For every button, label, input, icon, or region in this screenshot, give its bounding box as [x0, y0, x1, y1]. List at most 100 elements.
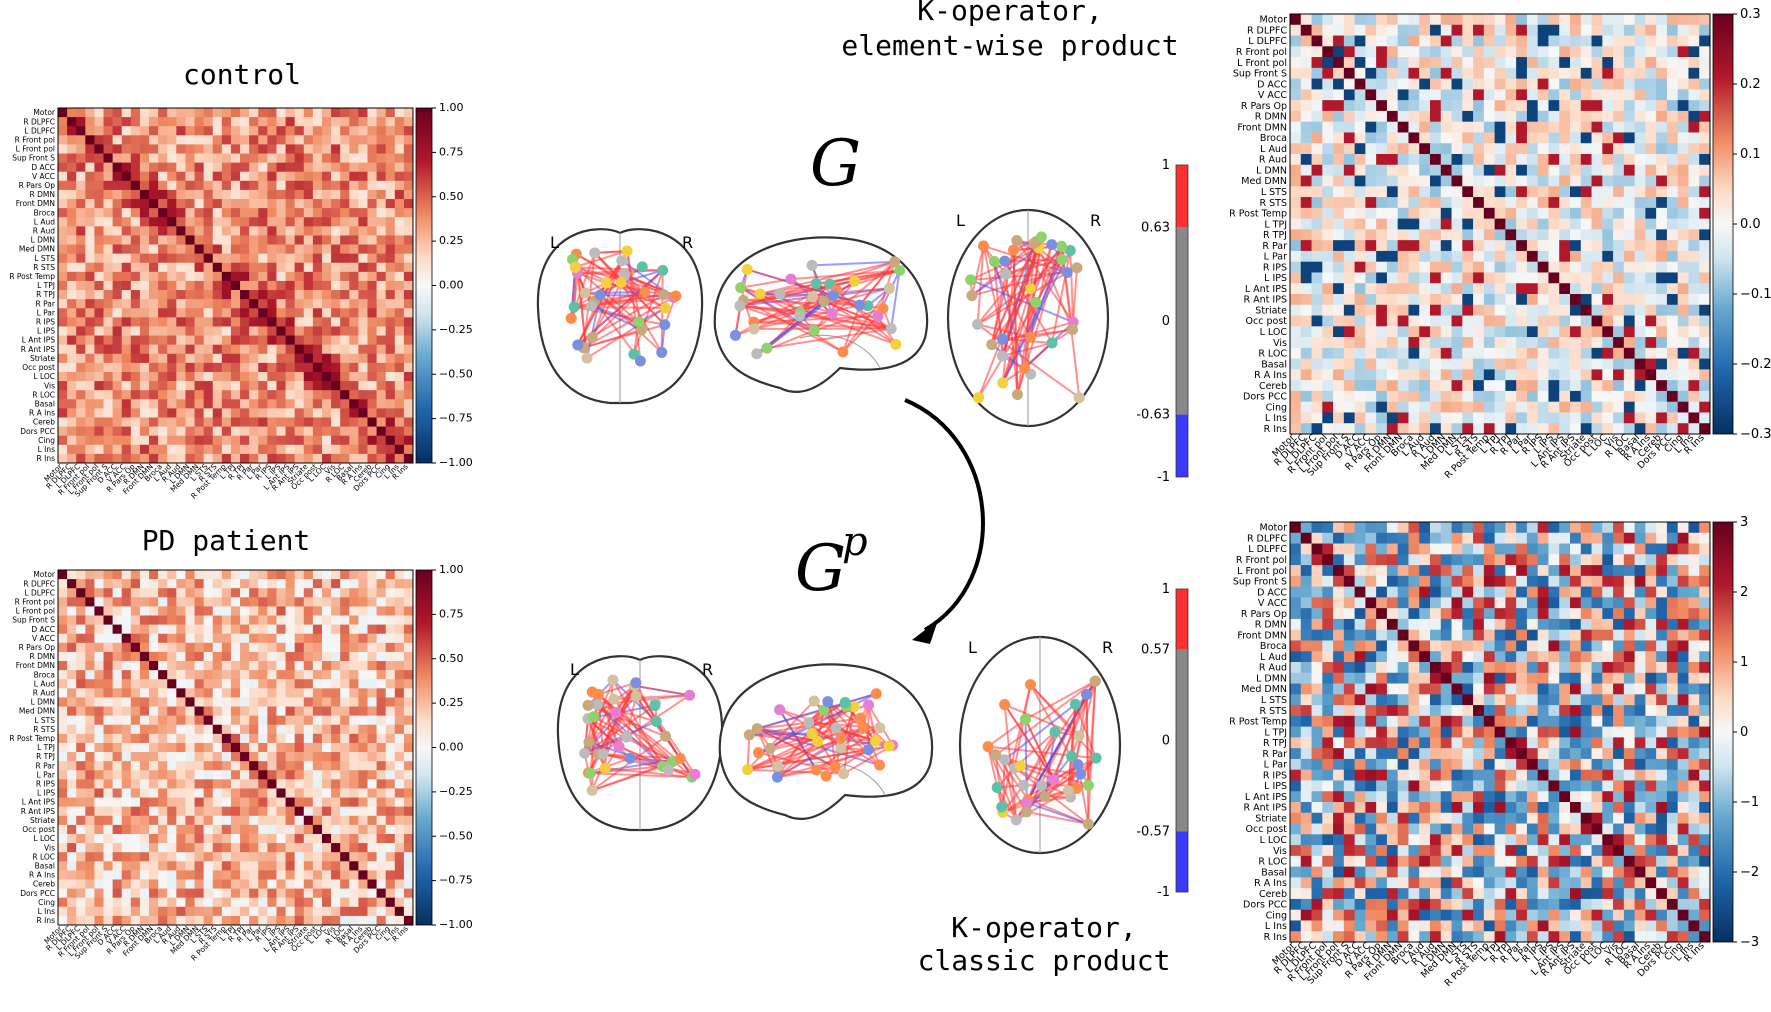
heatmap-cell	[321, 126, 332, 136]
heatmap-cell	[267, 724, 277, 735]
heatmap-cell	[76, 235, 86, 245]
heatmap-cell	[267, 715, 277, 726]
heatmap-cell	[1430, 24, 1442, 36]
heatmap-cell	[240, 733, 250, 744]
heatmap-cell	[1386, 46, 1399, 58]
heatmap-cell	[167, 806, 177, 817]
heatmap-cell	[1365, 229, 1377, 241]
heatmap-cell	[403, 661, 414, 671]
heatmap-cell	[249, 108, 259, 118]
heatmap-cell	[349, 588, 359, 598]
heatmap-cell	[1354, 100, 1366, 112]
heatmap-cell	[85, 226, 95, 236]
heatmap-cell	[94, 426, 104, 437]
heatmap-cell	[1591, 175, 1603, 187]
heatmap-cell	[321, 399, 332, 409]
heatmap-cell	[1440, 207, 1452, 220]
heatmap-cell	[94, 262, 104, 273]
heatmap-cell	[221, 742, 232, 753]
heatmap-cell	[1483, 186, 1496, 198]
heatmap-cell	[1290, 294, 1302, 306]
heatmap-cell	[1290, 240, 1302, 252]
heatmap-cell	[1505, 110, 1517, 123]
heatmap-cell	[249, 344, 259, 355]
heatmap-cell	[1440, 294, 1452, 306]
colorbar-tick-label: 0.75	[439, 607, 464, 620]
heatmap-cell	[67, 280, 77, 291]
heatmap-cell	[1613, 294, 1625, 306]
heatmap-cell	[1526, 272, 1539, 284]
heatmap-cell	[167, 706, 177, 717]
heatmap-cell	[1656, 57, 1668, 69]
heatmap-cell	[340, 199, 350, 209]
heatmap-cell	[303, 624, 314, 635]
heatmap-cell	[158, 435, 168, 446]
heatmap-cell	[1451, 110, 1463, 123]
heatmap-cell	[1397, 57, 1409, 69]
heatmap-cell	[1602, 78, 1614, 90]
heatmap-cell	[331, 417, 341, 427]
heatmap-cell	[358, 144, 368, 154]
heatmap-cell	[139, 588, 150, 598]
heatmap-cell	[203, 262, 214, 273]
heatmap-cell	[258, 715, 268, 726]
colorbar-tick-label: 0.25	[439, 234, 464, 247]
heatmap-cell	[1666, 337, 1679, 349]
heatmap-cell	[1333, 218, 1345, 230]
heatmap-cell	[340, 326, 350, 336]
heatmap-cell	[1462, 337, 1474, 349]
heatmap-cell	[258, 180, 268, 191]
heatmap-cell	[1699, 121, 1711, 133]
heatmap-cell	[1559, 57, 1571, 69]
heatmap-cell	[1591, 35, 1603, 47]
heatmap-cell	[1343, 218, 1356, 230]
heatmap-cell	[230, 779, 241, 789]
heatmap-cell	[176, 724, 186, 735]
heatmap-cell	[1354, 164, 1366, 176]
heatmap-cell	[1290, 46, 1302, 58]
heatmap-cell	[230, 606, 241, 616]
heatmap-cell	[303, 724, 314, 735]
heatmap-cell	[285, 144, 296, 154]
heatmap-cell	[1376, 326, 1388, 338]
heatmap-cell	[249, 779, 259, 789]
heatmap-cell	[103, 444, 114, 455]
heatmap-cell	[1300, 250, 1312, 263]
heatmap-cell	[240, 579, 250, 589]
heatmap-cell	[1483, 369, 1496, 381]
heatmap-cell	[194, 171, 205, 182]
heatmap-cell	[221, 262, 232, 273]
heatmap-cell	[385, 144, 396, 154]
heatmap-cell	[94, 253, 104, 264]
heatmap-cell	[340, 624, 350, 635]
heatmap-cell	[321, 697, 332, 707]
heatmap-cell	[1290, 337, 1302, 349]
heatmap-cell	[185, 724, 195, 735]
heatmap-cell	[212, 906, 223, 917]
heatmap-cell	[167, 280, 177, 291]
heatmap-cell	[267, 642, 277, 653]
heatmap-cell	[285, 189, 296, 200]
heatmap-cell	[203, 390, 214, 400]
heatmap-cell	[103, 670, 114, 680]
heatmap-cell	[1473, 121, 1485, 133]
heatmap-cell	[258, 606, 268, 616]
heatmap-cell	[249, 579, 259, 589]
heatmap-cell	[276, 733, 286, 744]
heatmap-cell	[385, 570, 396, 580]
heatmap-cell	[1483, 412, 1496, 424]
colorbar-tick-label: 1.00	[439, 563, 464, 576]
heatmap-cell	[230, 244, 241, 255]
heatmap-cell	[139, 715, 150, 726]
heatmap-cell	[1430, 35, 1442, 47]
heatmap-cell	[394, 390, 405, 400]
heatmap-cell	[1300, 294, 1312, 306]
heatmap-cell	[1666, 132, 1679, 144]
heatmap-cell	[321, 271, 332, 282]
heatmap-cell	[230, 208, 241, 218]
heatmap-cell	[139, 742, 150, 753]
heatmap-cell	[94, 235, 104, 245]
heatmap-cell	[130, 217, 141, 227]
heatmap-cell	[85, 788, 95, 798]
heatmap-cell	[149, 806, 159, 817]
